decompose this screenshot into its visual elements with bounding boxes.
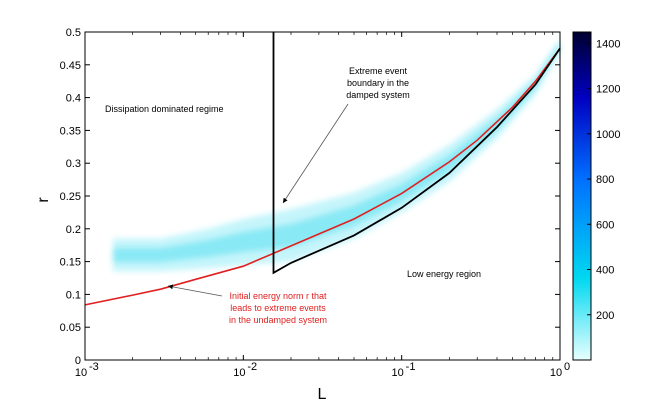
svg-text:Low energy region: Low energy region <box>407 269 481 279</box>
svg-text:boundary in the: boundary in the <box>347 78 409 88</box>
x-tick-exponent: -1 <box>406 361 416 373</box>
colorbar-tick-label: 200 <box>596 310 614 322</box>
x-ticks: 10 -3 10 -2 10 -1 10 0 <box>75 32 570 379</box>
colorbar-tick-label: 600 <box>596 219 614 231</box>
colorbar-tick-label: 1400 <box>596 38 620 50</box>
plot-area <box>85 32 560 360</box>
y-tick-label: 0.1 <box>66 289 81 301</box>
y-tick-label: 0 <box>75 355 81 367</box>
y-tick-label: 0.05 <box>60 322 81 334</box>
annotation-dissipation: Dissipation dominated regime <box>105 104 224 114</box>
x-tick-label: 10 <box>392 367 404 379</box>
colorbar: 200 400 600 800 1000 1200 1400 <box>572 31 620 361</box>
red-curve <box>84 47 561 306</box>
x-tick-exponent: -3 <box>89 361 99 373</box>
svg-text:in the undamped system: in the undamped system <box>229 315 327 325</box>
y-tick-label: 0.25 <box>60 191 81 203</box>
x-tick-label: 10 <box>233 367 245 379</box>
y-tick-label: 0.15 <box>60 257 81 269</box>
x-axis-label: L <box>318 386 327 403</box>
x-tick-exponent: -2 <box>247 361 257 373</box>
y-tick-label: 0.45 <box>60 60 81 72</box>
annotation-initial-energy: Initial energy norm r that leads to extr… <box>167 284 327 325</box>
colorbar-ticks: 200 400 600 800 1000 1200 1400 <box>587 38 620 322</box>
y-ticks: 0 0.05 0.1 0.15 0.2 0.25 0.3 0.35 0.4 0.45 0.5 <box>60 27 560 367</box>
colorbar-tick-label: 1200 <box>596 84 620 96</box>
x-tick-label: 10 <box>75 367 87 379</box>
annotation-low-energy: Low energy region <box>407 269 481 279</box>
extreme-boundary-arrow <box>282 103 349 204</box>
y-tick-label: 0.2 <box>66 224 81 236</box>
y-tick-label: 0.35 <box>60 125 81 137</box>
colorbar-tick-label: 800 <box>596 174 614 186</box>
curves <box>84 32 561 306</box>
colorbar-tick-label: 400 <box>596 265 614 277</box>
x-tick-label: 10 <box>550 367 562 379</box>
svg-text:leads to extreme events: leads to extreme events <box>230 303 326 313</box>
initial-energy-arrow <box>167 284 223 297</box>
colorbar-gradient <box>572 31 592 361</box>
svg-text:Extreme event: Extreme event <box>349 66 408 76</box>
svg-text:Initial energy norm r that: Initial energy norm r that <box>229 291 327 301</box>
y-axis-label: r <box>35 197 52 203</box>
svg-text:damped system: damped system <box>346 90 410 100</box>
colorbar-tick-label: 1000 <box>596 129 620 141</box>
black-boundary <box>272 32 561 275</box>
x-tick-exponent: 0 <box>564 361 570 373</box>
svg-text:Dissipation dominated regime: Dissipation dominated regime <box>105 104 224 114</box>
y-tick-label: 0.4 <box>66 93 81 105</box>
y-tick-label: 0.3 <box>66 158 81 170</box>
annotation-extreme-boundary: Extreme event boundary in the damped sys… <box>282 66 410 204</box>
y-tick-label: 0.5 <box>66 27 81 39</box>
